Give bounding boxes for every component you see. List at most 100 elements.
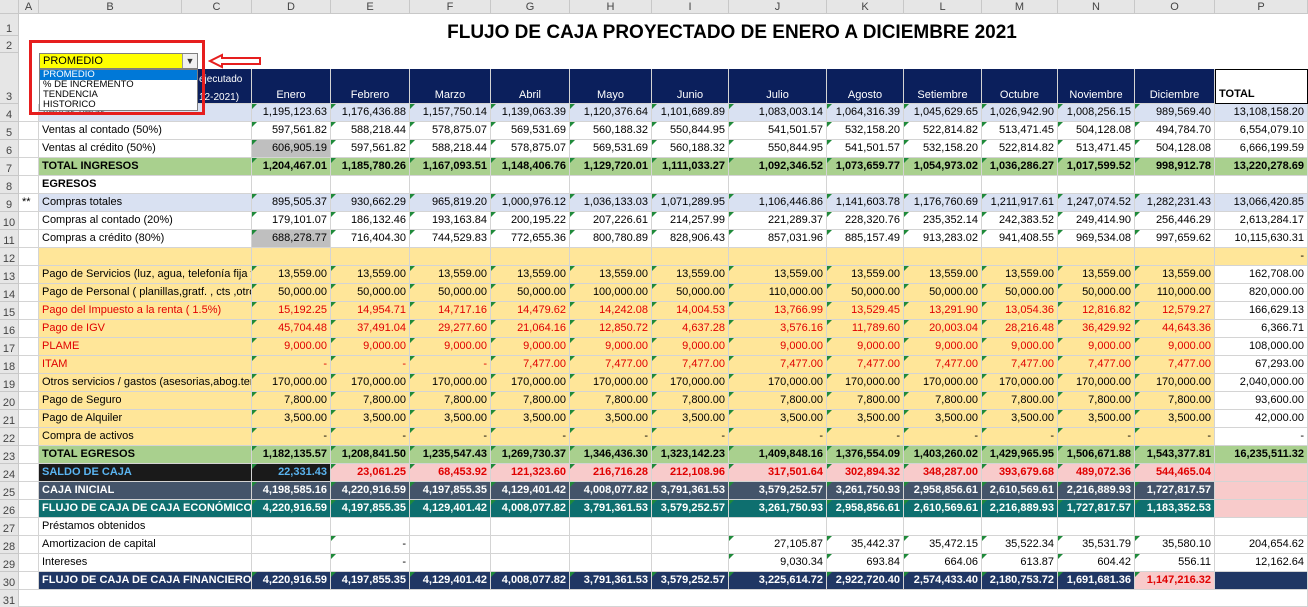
value-cell[interactable]: 4,220,916.59 (252, 500, 331, 518)
cell-A9[interactable]: ** (19, 194, 39, 212)
value-cell[interactable]: 1,185,780.26 (331, 158, 410, 176)
value-cell[interactable]: 504,128.08 (1058, 122, 1135, 140)
total-cell[interactable]: 6,666,199.59 (1215, 140, 1308, 158)
value-cell[interactable]: 1,429,965.95 (982, 446, 1058, 464)
total-cell[interactable]: 42,000.00 (1215, 410, 1308, 428)
value-cell[interactable] (491, 518, 570, 536)
value-cell[interactable] (652, 176, 729, 194)
value-cell[interactable]: 7,800.00 (982, 392, 1058, 410)
column-header-K[interactable]: K (827, 0, 904, 14)
value-cell[interactable]: 494,784.70 (1135, 122, 1215, 140)
value-cell[interactable]: 1,323,142.23 (652, 446, 729, 464)
value-cell[interactable]: 4,129,401.42 (491, 482, 570, 500)
row-header-4[interactable]: 4 (0, 104, 19, 122)
cell-A5[interactable] (19, 122, 39, 140)
row-label[interactable]: FLUJO DE CAJA DE CAJA ECONÓMICO (39, 500, 252, 518)
value-cell[interactable]: 110,000.00 (1135, 284, 1215, 302)
cell-A20[interactable] (19, 392, 39, 410)
value-cell[interactable] (1058, 518, 1135, 536)
value-cell[interactable]: 1,204,467.01 (252, 158, 331, 176)
value-cell[interactable] (827, 176, 904, 194)
value-cell[interactable]: 13,559.00 (729, 266, 827, 284)
value-cell[interactable]: 9,000.00 (1135, 338, 1215, 356)
value-cell[interactable]: 7,800.00 (1135, 392, 1215, 410)
value-cell[interactable]: 302,894.32 (827, 464, 904, 482)
value-cell[interactable]: 1,036,286.27 (982, 158, 1058, 176)
value-cell[interactable]: 7,800.00 (652, 392, 729, 410)
value-cell[interactable]: - (331, 536, 410, 554)
value-cell[interactable]: 2,958,856.61 (827, 500, 904, 518)
value-cell[interactable]: 37,491.04 (331, 320, 410, 338)
value-cell[interactable]: 1,157,750.14 (410, 104, 491, 122)
value-cell[interactable]: 688,278.77 (252, 230, 331, 248)
value-cell[interactable]: 1,026,942.90 (982, 104, 1058, 122)
value-cell[interactable]: 2,216,889.93 (1058, 482, 1135, 500)
value-cell[interactable]: 9,000.00 (904, 338, 982, 356)
row-label[interactable]: Compra de activos (39, 428, 252, 446)
value-cell[interactable]: - (331, 554, 410, 572)
row-label[interactable]: TOTAL EGRESOS (39, 446, 252, 464)
value-cell[interactable]: 170,000.00 (1135, 374, 1215, 392)
cell-A23[interactable] (19, 446, 39, 464)
value-cell[interactable]: 2,180,753.72 (982, 572, 1058, 590)
value-cell[interactable]: 3,791,361.53 (570, 500, 652, 518)
cell-A14[interactable] (19, 284, 39, 302)
value-cell[interactable]: 489,072.36 (1058, 464, 1135, 482)
value-cell[interactable]: 613.87 (982, 554, 1058, 572)
total-cell[interactable]: 6,366.71 (1215, 320, 1308, 338)
value-cell[interactable]: 235,352.14 (904, 212, 982, 230)
value-cell[interactable] (827, 518, 904, 536)
row-header-14[interactable]: 14 (0, 284, 19, 302)
value-cell[interactable] (1135, 176, 1215, 194)
row-header-19[interactable]: 19 (0, 374, 19, 392)
column-header-O[interactable]: O (1135, 0, 1215, 14)
row-label[interactable]: Pago del Impuesto a la renta ( 1.5%) (39, 302, 252, 320)
row-header-2[interactable]: 2 (0, 36, 19, 53)
row-label[interactable]: Pago de Seguro (39, 392, 252, 410)
value-cell[interactable]: 2,216,889.93 (982, 500, 1058, 518)
value-cell[interactable]: 7,800.00 (570, 392, 652, 410)
value-cell[interactable]: 170,000.00 (410, 374, 491, 392)
value-cell[interactable]: 1,208,841.50 (331, 446, 410, 464)
value-cell[interactable]: 1,506,671.88 (1058, 446, 1135, 464)
row-header-31[interactable]: 31 (0, 590, 19, 607)
row-header-8[interactable]: 8 (0, 176, 19, 194)
value-cell[interactable]: 348,287.00 (904, 464, 982, 482)
value-cell[interactable] (652, 248, 729, 266)
value-cell[interactable]: 1,083,003.14 (729, 104, 827, 122)
dropdown-option-historico[interactable]: HISTORICO (43, 99, 96, 110)
value-cell[interactable]: 4,220,916.59 (252, 572, 331, 590)
value-cell[interactable] (252, 248, 331, 266)
value-cell[interactable]: 4,129,401.42 (410, 572, 491, 590)
scenario-dropdown[interactable]: PROMEDIO ▼ (39, 53, 198, 69)
value-cell[interactable]: 800,780.89 (570, 230, 652, 248)
value-cell[interactable] (570, 536, 652, 554)
value-cell[interactable]: 249,414.90 (1058, 212, 1135, 230)
value-cell[interactable]: 1,054,973.02 (904, 158, 982, 176)
value-cell[interactable]: 4,008,077.82 (491, 572, 570, 590)
value-cell[interactable]: 22,331.43 (252, 464, 331, 482)
value-cell[interactable]: 7,477.00 (570, 356, 652, 374)
row-label[interactable]: Pago de IGV (39, 320, 252, 338)
value-cell[interactable]: 857,031.96 (729, 230, 827, 248)
value-cell[interactable]: 317,501.64 (729, 464, 827, 482)
value-cell[interactable]: 2,574,433.40 (904, 572, 982, 590)
value-cell[interactable]: 13,529.45 (827, 302, 904, 320)
value-cell[interactable] (827, 248, 904, 266)
value-cell[interactable]: 1,092,346.52 (729, 158, 827, 176)
value-cell[interactable]: 179,101.07 (252, 212, 331, 230)
value-cell[interactable]: 7,477.00 (1058, 356, 1135, 374)
value-cell[interactable]: - (252, 428, 331, 446)
cell-A29[interactable] (19, 554, 39, 572)
value-cell[interactable] (491, 176, 570, 194)
value-cell[interactable]: 14,242.08 (570, 302, 652, 320)
value-cell[interactable]: 28,216.48 (982, 320, 1058, 338)
value-cell[interactable]: 2,610,569.61 (904, 500, 982, 518)
value-cell[interactable]: 1,045,629.65 (904, 104, 982, 122)
value-cell[interactable]: 7,800.00 (252, 392, 331, 410)
value-cell[interactable]: 1,120,376.64 (570, 104, 652, 122)
value-cell[interactable] (652, 536, 729, 554)
value-cell[interactable] (904, 176, 982, 194)
total-cell[interactable]: 204,654.62 (1215, 536, 1308, 554)
value-cell[interactable]: 532,158.20 (904, 140, 982, 158)
